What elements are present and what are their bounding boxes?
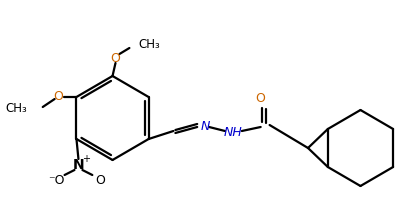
Text: O: O — [256, 92, 265, 105]
Text: CH₃: CH₃ — [5, 103, 27, 116]
Text: ⁻O: ⁻O — [48, 175, 65, 187]
Text: O: O — [54, 91, 64, 103]
Text: N: N — [201, 119, 210, 132]
Text: O: O — [95, 175, 105, 187]
Text: NH: NH — [224, 127, 242, 140]
Text: CH₃: CH₃ — [138, 38, 160, 51]
Text: +: + — [82, 154, 90, 164]
Text: O: O — [111, 51, 120, 65]
Text: N: N — [73, 158, 84, 172]
